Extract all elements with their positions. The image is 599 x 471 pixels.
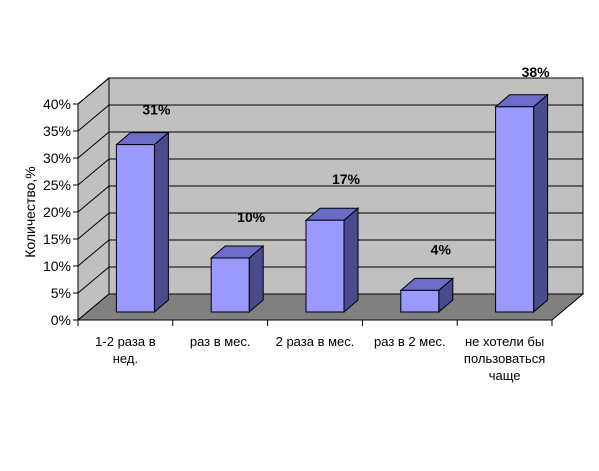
bar-side	[343, 207, 359, 314]
data-label: 17%	[332, 171, 361, 187]
data-label: 10%	[237, 209, 266, 225]
category-label: 2 раза в мес.	[276, 334, 355, 349]
gridline	[77, 266, 583, 294]
data-label: 4%	[431, 241, 452, 257]
category-label-line: раз в мес.	[190, 334, 251, 349]
category-label: не хотели бы пользоваться чаще	[464, 334, 545, 383]
chart-bars	[115, 93, 549, 314]
bar-front	[305, 219, 345, 313]
bar	[115, 131, 170, 314]
bar-front	[210, 257, 250, 313]
category-label: раз в мес.	[190, 334, 251, 349]
category-label-line: чаще	[489, 368, 521, 383]
bar-side	[153, 131, 169, 314]
x-category-labels: 1-2 раза в нед. раз в мес. 2 раза в мес. раз…	[95, 334, 545, 383]
bar-front	[495, 106, 535, 313]
category-label-line: 1-2 раза в	[95, 334, 156, 349]
bar-front	[400, 289, 440, 313]
y-tick-label: 25%	[43, 177, 71, 193]
gridline	[77, 158, 583, 186]
data-labels: 31% 10% 17% 4% 38%	[142, 64, 550, 258]
chart-gridlines	[77, 77, 583, 294]
category-label-line: 2 раза в мес.	[276, 334, 355, 349]
category-label: 1-2 раза в нед.	[95, 334, 156, 366]
bar	[399, 277, 455, 314]
y-tick-label: 20%	[43, 204, 71, 220]
y-tick-label: 40%	[43, 96, 71, 112]
category-label-line: пользоваться	[464, 351, 545, 366]
category-label-line: не хотели бы	[465, 334, 544, 349]
bar	[304, 207, 360, 314]
data-label: 31%	[142, 102, 171, 118]
y-tick-label: 30%	[43, 150, 71, 166]
gridline	[77, 212, 583, 240]
gridline	[77, 104, 583, 132]
bar	[209, 244, 265, 314]
y-tick-label: 35%	[43, 123, 71, 139]
category-label-line: раз в 2 мес.	[374, 334, 446, 349]
gridline	[77, 239, 583, 267]
category-label: раз в 2 мес.	[374, 334, 446, 349]
gridline	[77, 185, 583, 213]
bar	[494, 93, 549, 314]
y-tick-label: 15%	[43, 231, 71, 247]
y-tick-label: 0%	[51, 312, 71, 328]
bar-front	[115, 144, 155, 313]
y-tick-labels: 0% 5% 10% 15% 20% 25% 30% 35% 40%	[43, 96, 71, 328]
bar-side	[533, 93, 549, 314]
data-label: 38%	[522, 64, 551, 80]
y-tick-label: 10%	[43, 258, 71, 274]
y-tick-label: 5%	[51, 285, 71, 301]
gridline	[77, 77, 583, 105]
gridline	[77, 131, 583, 159]
category-label-line: нед.	[113, 351, 138, 366]
y-axis-label: Количество,%	[22, 166, 38, 258]
chart-axes	[73, 103, 553, 326]
